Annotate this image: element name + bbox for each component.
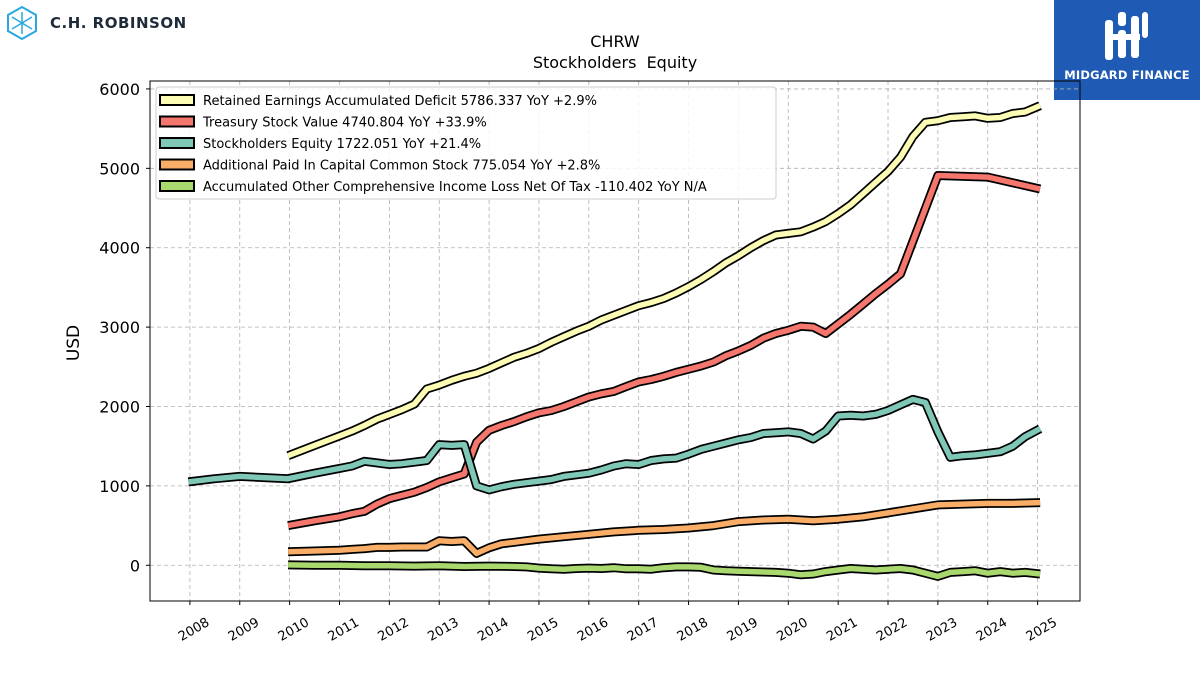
x-tick-label: 2021 [824,615,860,645]
x-tick-label: 2016 [575,615,611,645]
y-tick-label: 4000 [99,239,140,258]
legend-label: Retained Earnings Accumulated Deficit 57… [203,94,597,109]
ch-robinson-hexagon-icon [7,6,37,40]
x-tick-label: 2009 [226,615,262,645]
x-tick-label: 2011 [326,615,362,645]
y-axis-label: USD [64,325,84,361]
legend-swatch [159,115,195,128]
y-tick-label: 3000 [99,318,140,337]
x-tick-label: 2010 [276,615,312,645]
series-line-treasury-stock-value [287,172,1041,529]
chart-subtitle: Stockholders Equity [533,53,697,72]
x-tick-label: 2012 [376,615,412,645]
x-tick-label: 2017 [625,615,661,645]
series-line-retained-earnings-accumulated-deficit [287,103,1042,459]
midgard-finance-logo-text: MIDGARD FINANCE [1064,68,1190,82]
x-tick-label: 2015 [525,615,561,645]
y-tick-label: 6000 [99,80,140,99]
x-tick-label: 2022 [874,615,910,645]
y-tick-label: 2000 [99,397,140,416]
legend-label: Stockholders Equity 1722.051 YoY +21.4% [203,137,481,152]
series-outline-treasury-stock-value [287,171,1042,531]
y-tick-label: 1000 [99,477,140,496]
y-tick-label: 5000 [99,159,140,178]
legend-swatch [159,137,195,149]
plot-frame [149,80,1081,602]
series-lines [187,101,1043,581]
x-tick-label: 2025 [1024,615,1060,645]
ch-robinson-logo-text: C.H. ROBINSON [50,14,187,32]
midgard-finance-emblem-icon [1105,12,1148,60]
legend-label: Additional Paid In Capital Common Stock … [203,159,600,174]
legend-label: Treasury Stock Value 4740.804 YoY +33.9% [202,116,487,131]
legend-swatch [159,158,195,171]
legend: Retained Earnings Accumulated Deficit 57… [155,86,777,200]
midgard-finance-logo: MIDGARD FINANCE [1054,0,1200,100]
legend-label: Accumulated Other Comprehensive Income L… [203,180,707,195]
series-line-accumulated-other-comprehensive-income-loss-net-of-tax [288,562,1041,580]
series-line-stockholders-equity [188,396,1042,493]
ch-robinson-logo: C.H. ROBINSON [6,6,187,40]
x-tick-label: 2020 [774,615,810,645]
legend-box [155,86,777,200]
y-tick-label: 0 [130,556,140,575]
series-line-additional-paid-in-capital-common-stock [288,499,1041,557]
x-tick-label: 2024 [974,615,1010,645]
x-tick-label: 2018 [675,615,711,645]
legend-swatch [159,94,195,106]
legend-swatch [159,180,195,192]
x-tick-label: 2008 [176,615,212,645]
x-tick-label: 2013 [425,615,461,645]
x-tick-label: 2019 [725,615,761,645]
chart-title: CHRW [590,32,640,51]
x-tick-label: 2014 [475,615,511,645]
x-tick-label: 2023 [924,615,960,645]
